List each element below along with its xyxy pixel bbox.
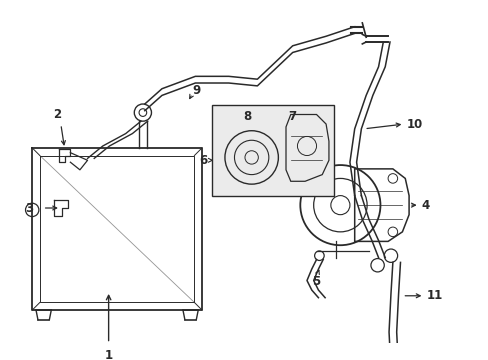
Bar [211,105,333,195]
Text: 5: 5 [312,275,320,288]
Text: 1: 1 [104,350,112,360]
Text: 10: 10 [407,117,423,131]
Text: 6: 6 [199,154,207,167]
Text: 7: 7 [288,110,296,123]
Text: 4: 4 [421,199,429,212]
Text: 8: 8 [243,110,251,123]
Text: 9: 9 [192,84,200,97]
Text: 11: 11 [426,289,442,302]
Text: 2: 2 [53,108,61,121]
Text: 3: 3 [25,202,33,215]
